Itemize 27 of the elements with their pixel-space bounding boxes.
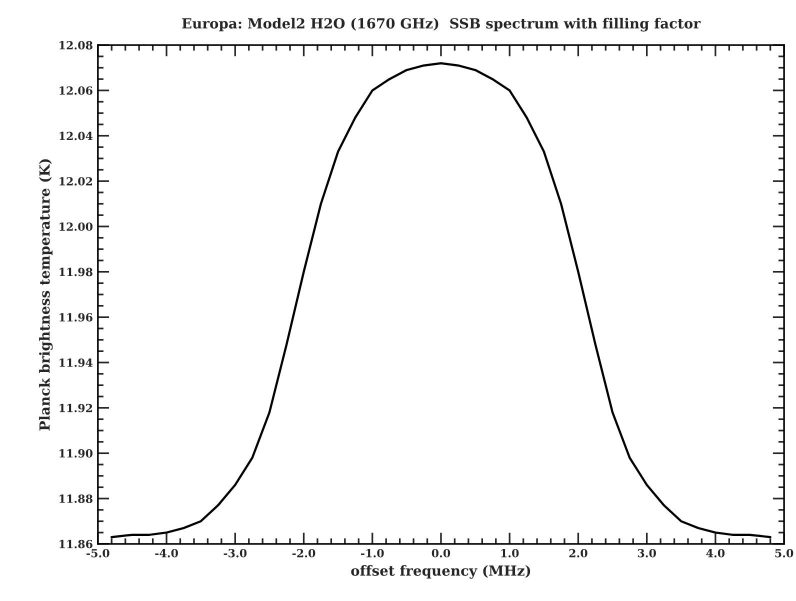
y-tick-label: 11.90 (60, 449, 93, 458)
x-tick-label: -4.0 (155, 548, 178, 558)
line-series (110, 62, 772, 538)
y-tick-label: 12.00 (60, 222, 93, 231)
x-tick-label: -5.0 (86, 548, 110, 558)
x-tick-label: 2.0 (569, 548, 588, 558)
x-tick-label: 5.0 (775, 548, 794, 558)
x-tick-label: -1.0 (361, 548, 384, 558)
x-tick-label: 3.0 (638, 548, 656, 558)
x-tick-label: -3.0 (224, 548, 247, 558)
x-tick-label: 4.0 (706, 548, 725, 558)
y-tick-label: 11.92 (60, 404, 92, 412)
y-tick-label: 11.94 (60, 358, 93, 367)
y-tick-label: 11.98 (60, 268, 92, 276)
y-tick-label: 12.06 (60, 86, 92, 95)
x-tick-label: 0.0 (432, 548, 450, 558)
x-tick-label: -2.0 (292, 548, 316, 558)
chart-title: Europa: Model2 H2O (1670 GHz) SSB spectrum with filling factor (182, 18, 701, 32)
y-tick-label: 12.08 (60, 41, 92, 50)
y-tick-label: 12.04 (60, 132, 93, 140)
y-tick-label: 12.02 (60, 177, 92, 186)
x-axis-title: offset frequency (MHz) (351, 565, 530, 579)
x-tick-label: 1.0 (501, 548, 519, 558)
y-axis-title: Planck brightness temperature (K) (39, 159, 53, 430)
y-tick-label: 11.86 (60, 540, 92, 548)
y-tick-label: 11.96 (60, 313, 92, 322)
y-tick-label: 11.88 (60, 494, 92, 503)
